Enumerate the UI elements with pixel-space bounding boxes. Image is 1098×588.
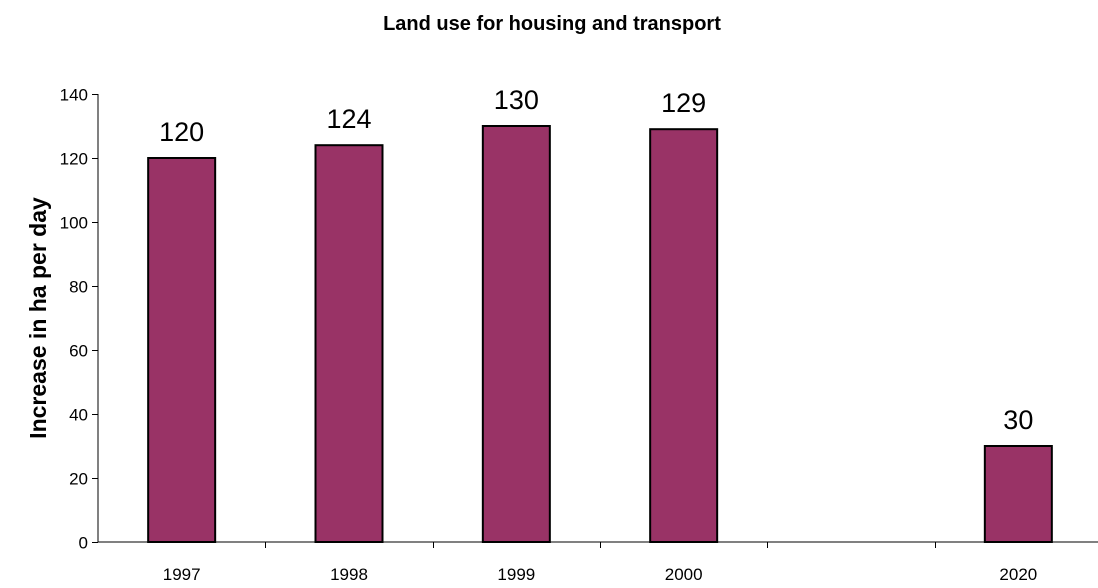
data-label-2000: 129 (661, 88, 706, 118)
y-tick-label: 20 (69, 470, 88, 489)
y-tick-label: 40 (69, 406, 88, 425)
x-tick-label: 1997 (163, 565, 201, 584)
plot-area: 0 20 40 60 80 100 120 140 1997 120 1998 124 1999 130 2… (60, 85, 1098, 584)
bar-2000 (649, 128, 719, 543)
y-tick-label: 120 (60, 150, 88, 169)
x-tick-label: 1998 (330, 565, 368, 584)
bar-1998 (314, 144, 384, 543)
data-label-2020: 30 (1003, 405, 1033, 435)
x-tick-label: 2000 (665, 565, 703, 584)
y-tick-label: 100 (60, 214, 88, 233)
data-label-1997: 120 (159, 117, 204, 147)
y-axis-label: Increase in ha per day (25, 197, 51, 439)
y-tick-label: 0 (79, 534, 88, 553)
data-label-1998: 124 (326, 104, 371, 134)
x-tick-label: 2020 (999, 565, 1037, 584)
data-label-1999: 130 (494, 85, 539, 115)
x-tick-label: 1999 (497, 565, 535, 584)
chart-title: Land use for housing and transport (383, 13, 721, 35)
bar-1999 (481, 125, 551, 543)
bar-2020 (983, 445, 1053, 543)
y-tick-label: 80 (69, 278, 88, 297)
y-tick-label: 60 (69, 342, 88, 361)
bar-1997 (147, 157, 217, 543)
y-tick-label: 140 (60, 86, 88, 105)
